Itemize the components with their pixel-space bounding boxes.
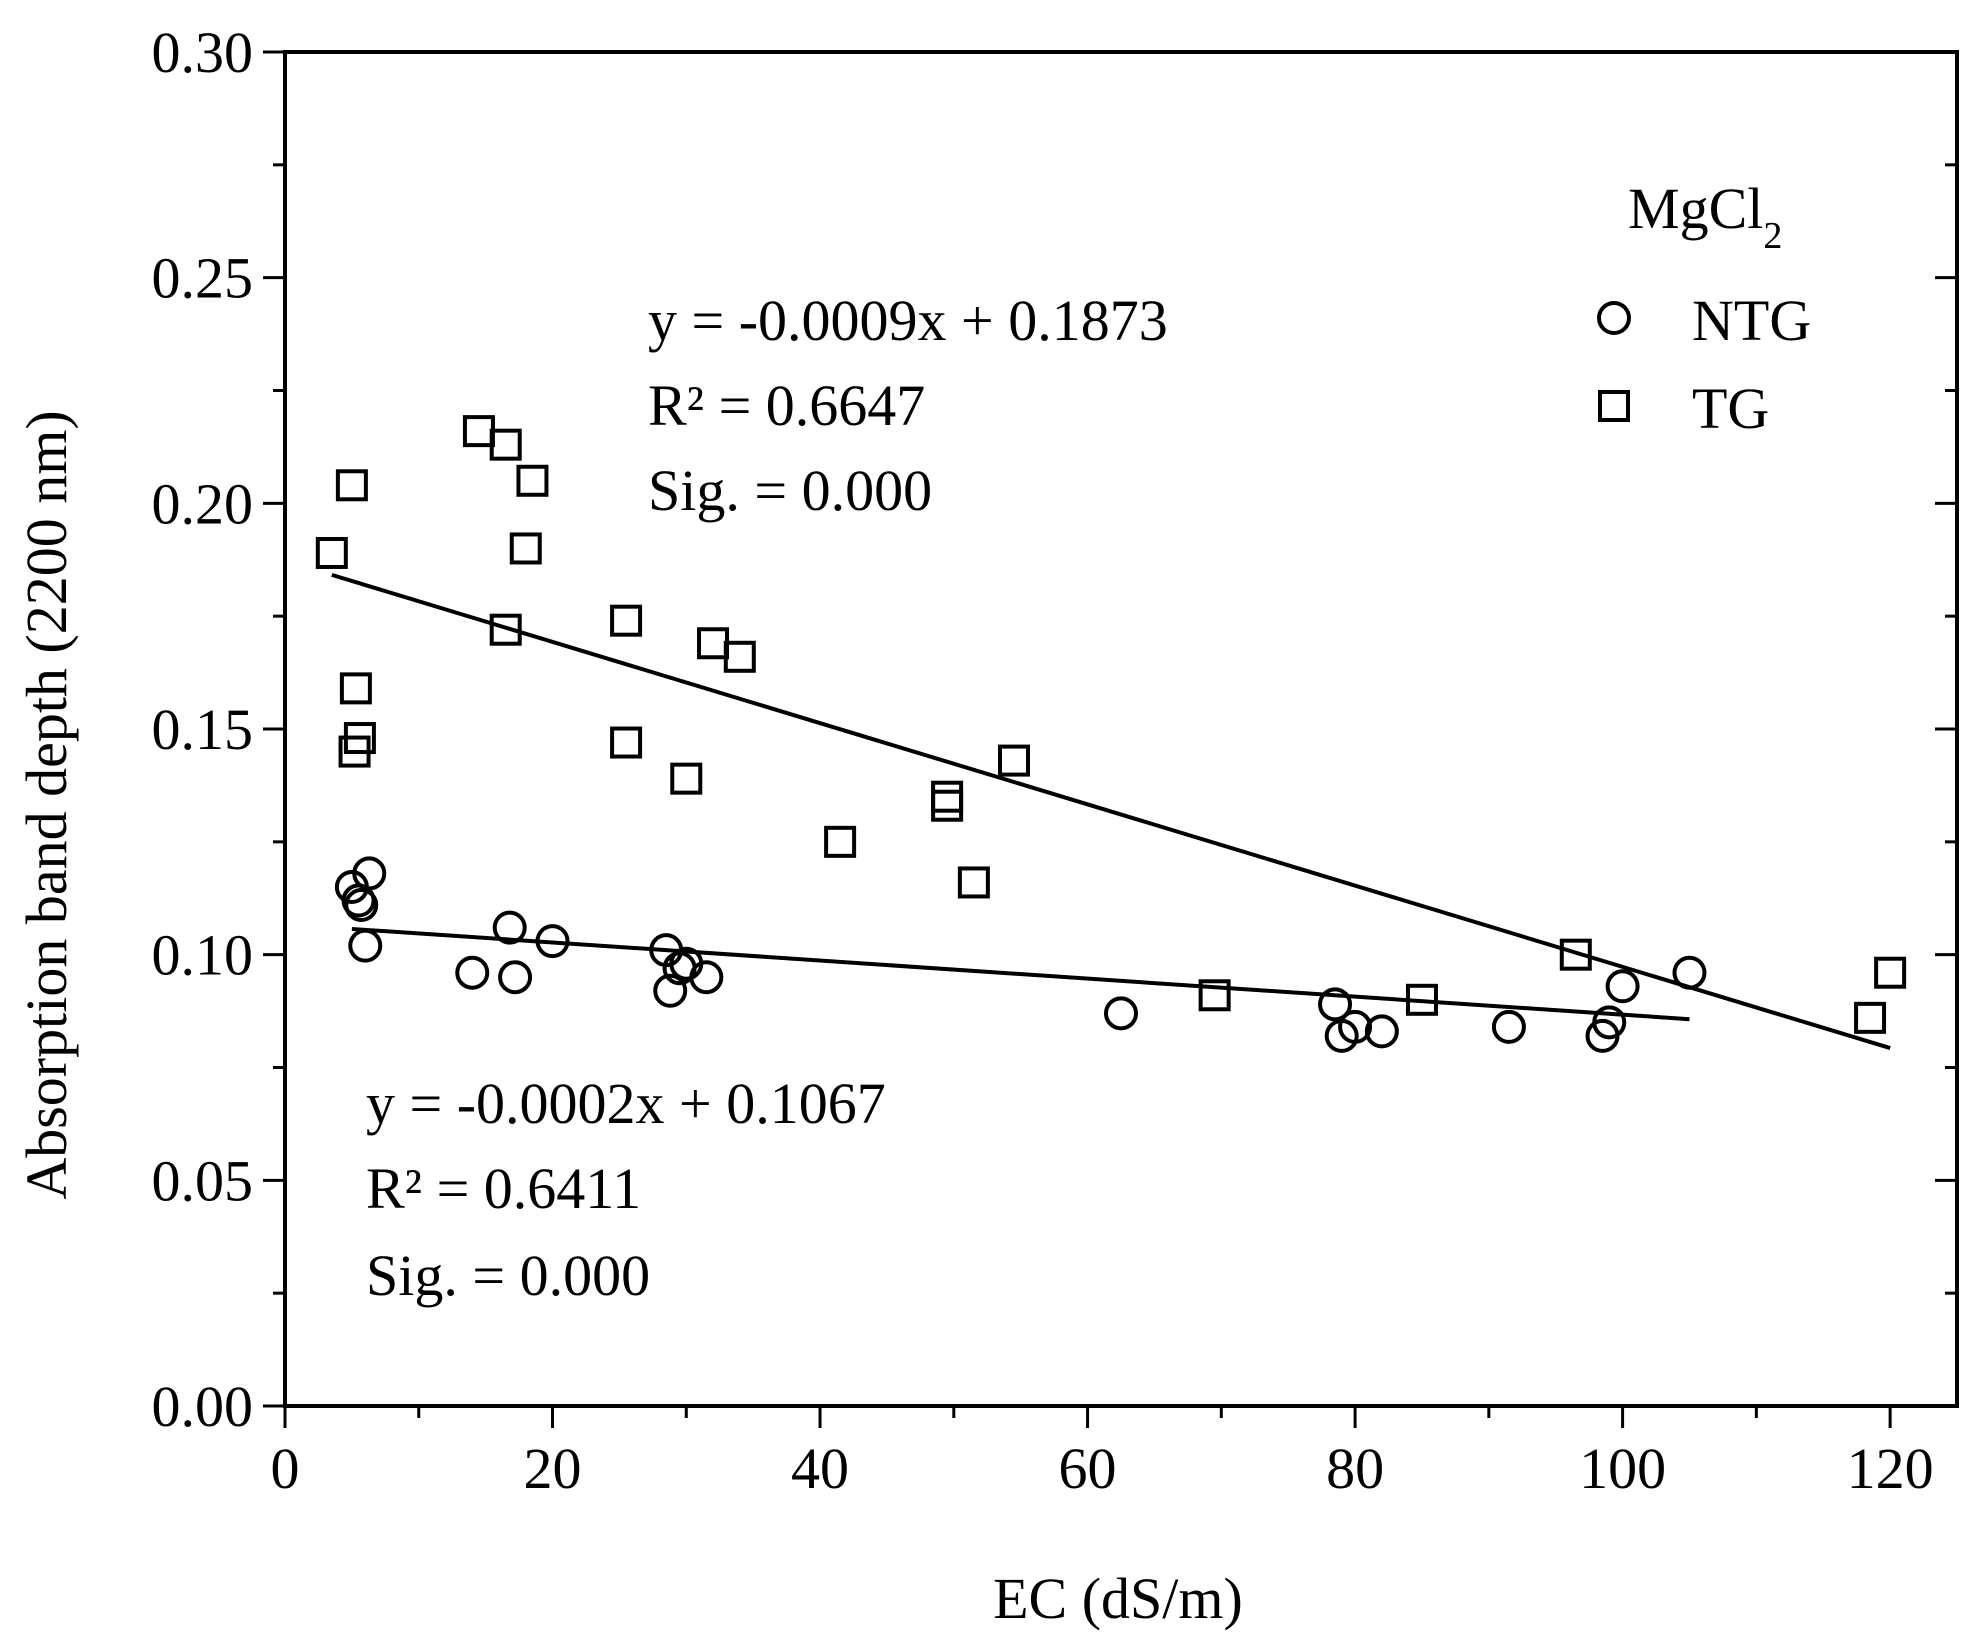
ntg-point bbox=[1364, 1014, 1399, 1049]
fit-lines bbox=[331, 572, 1891, 1051]
ntg-point bbox=[535, 924, 570, 959]
legend-title-main: MgCl bbox=[1628, 176, 1763, 241]
axis-ticks bbox=[263, 50, 1957, 1428]
x-tick-label: 100 bbox=[1579, 1436, 1666, 1501]
legend-tg-marker bbox=[1598, 390, 1630, 422]
legend-tg-label: TG bbox=[1692, 376, 1769, 441]
x-axis-title: EC (dS/m) bbox=[993, 1566, 1243, 1631]
ntg-point bbox=[1104, 996, 1138, 1031]
legend-title-subscript: 2 bbox=[1763, 215, 1782, 257]
tg-point bbox=[723, 640, 756, 673]
tg-point bbox=[697, 627, 730, 660]
x-tick-label: 80 bbox=[1326, 1436, 1384, 1501]
ntg-point bbox=[689, 960, 724, 995]
tg-point bbox=[670, 762, 703, 795]
ntg-point bbox=[498, 960, 533, 995]
tg-significance: Sig. = 0.000 bbox=[648, 458, 932, 523]
ntg-equation: y = -0.0002x + 0.1067 bbox=[366, 1071, 886, 1136]
ntg-point bbox=[1318, 987, 1353, 1022]
tg-fit-annotation: y = -0.0009x + 0.1873 R² = 0.6647 Sig. =… bbox=[648, 288, 1168, 523]
tg-point bbox=[931, 780, 964, 813]
tg-point bbox=[335, 469, 368, 502]
legend-title: MgCl2 bbox=[1628, 176, 1782, 257]
ntg-point bbox=[344, 888, 379, 923]
tick-labels: 0 20 40 60 80 100 120 0.00 0.05 0.10 0.15 0.20 0.25 0… bbox=[152, 20, 1934, 1501]
ntg-point bbox=[1605, 969, 1640, 1004]
ntg-point bbox=[1592, 1005, 1627, 1040]
tg-point bbox=[489, 613, 522, 646]
tg-point bbox=[315, 536, 348, 569]
y-tick-label: 0.25 bbox=[152, 246, 254, 311]
tg-point bbox=[1198, 979, 1231, 1012]
tg-point bbox=[509, 532, 542, 565]
ntg-point bbox=[1338, 1009, 1373, 1044]
tg-point bbox=[931, 789, 964, 822]
ntg-point bbox=[352, 856, 387, 891]
tg-point bbox=[1874, 956, 1907, 989]
x-tick-label: 0 bbox=[271, 1436, 300, 1501]
x-tick-label: 120 bbox=[1847, 1436, 1934, 1501]
tg-point bbox=[610, 726, 643, 759]
plot-frame bbox=[283, 50, 1959, 1408]
ntg-regression-line bbox=[351, 926, 1690, 1022]
legend-ntg-marker bbox=[1597, 301, 1631, 335]
tg-equation: y = -0.0009x + 0.1873 bbox=[648, 288, 1168, 353]
ntg-point bbox=[1491, 1009, 1526, 1044]
tg-point bbox=[462, 415, 495, 448]
x-tick-label: 20 bbox=[524, 1436, 582, 1501]
data-markers bbox=[315, 415, 1907, 1053]
tg-point bbox=[997, 744, 1030, 777]
y-tick-label: 0.30 bbox=[152, 20, 254, 85]
tg-point bbox=[610, 604, 643, 637]
tg-point bbox=[516, 464, 549, 497]
tg-point bbox=[1405, 983, 1438, 1016]
tg-point bbox=[489, 428, 522, 461]
y-tick-label: 0.10 bbox=[152, 923, 254, 988]
tg-point bbox=[957, 866, 990, 899]
tg-point bbox=[824, 825, 857, 858]
ntg-point bbox=[348, 928, 383, 963]
y-tick-label: 0.05 bbox=[152, 1148, 254, 1213]
ntg-point bbox=[1672, 955, 1707, 990]
tg-point bbox=[339, 672, 372, 705]
tg-r-squared: R² = 0.6647 bbox=[648, 373, 925, 438]
ntg-significance: Sig. = 0.000 bbox=[366, 1243, 650, 1308]
x-tick-label: 40 bbox=[791, 1436, 849, 1501]
tg-point bbox=[1559, 938, 1592, 971]
y-tick-label: 0.20 bbox=[152, 471, 254, 536]
ntg-r-squared: R² = 0.6411 bbox=[366, 1156, 641, 1221]
ntg-point bbox=[653, 973, 688, 1008]
y-tick-label: 0.00 bbox=[152, 1374, 254, 1439]
ntg-point bbox=[492, 910, 527, 945]
legend: MgCl2 NTG TG bbox=[1597, 176, 1811, 441]
tg-point bbox=[343, 722, 376, 755]
tg-point bbox=[1854, 1001, 1887, 1034]
legend-ntg-label: NTG bbox=[1692, 288, 1811, 353]
y-axis-title: Absorption band depth (2200 nm) bbox=[14, 410, 79, 1199]
ntg-point bbox=[455, 955, 490, 990]
x-tick-label: 60 bbox=[1059, 1436, 1117, 1501]
y-tick-label: 0.15 bbox=[152, 697, 254, 762]
ntg-fit-annotation: y = -0.0002x + 0.1067 R² = 0.6411 Sig. =… bbox=[366, 1071, 886, 1308]
tg-regression-line bbox=[331, 572, 1891, 1051]
